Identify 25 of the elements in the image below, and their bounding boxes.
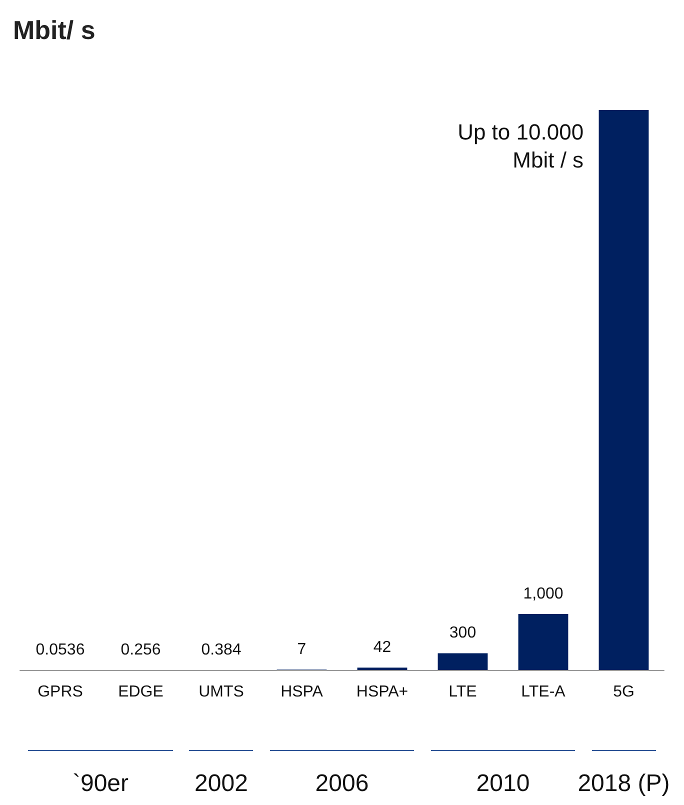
data-label: 0.0536 (36, 641, 85, 658)
text: 2010 (476, 770, 530, 797)
x-tick-label: EDGE (118, 684, 164, 700)
x-tick-label: GPRS (38, 684, 83, 700)
data-label: 42 (373, 639, 392, 656)
bar (438, 653, 488, 670)
text: 2018 (P) (576, 770, 671, 798)
x-tick-label: UMTS (198, 684, 244, 700)
x-tick-label: LTE-A (521, 684, 566, 700)
data-label: 7 (297, 641, 306, 658)
annotation: Up to 10.000 Mbit / s (458, 120, 584, 172)
data-label: 1,000 (523, 586, 564, 602)
bar (598, 110, 649, 670)
x-tick-label: HSPA+ (356, 684, 408, 700)
data-label: 0.256 (120, 641, 161, 658)
bar (518, 614, 568, 670)
data-label: 300 (449, 624, 476, 642)
x-tick-label: HSPA (280, 684, 324, 700)
x-tick-label: 5G (613, 684, 634, 700)
y-axis-title: Mbit/ s (13, 15, 96, 45)
text: 2002 (194, 770, 249, 798)
text: 2006 (315, 770, 369, 797)
text: `90er (72, 770, 129, 797)
data-label: 0.384 (201, 641, 242, 658)
x-tick-label: LTE (448, 684, 477, 700)
